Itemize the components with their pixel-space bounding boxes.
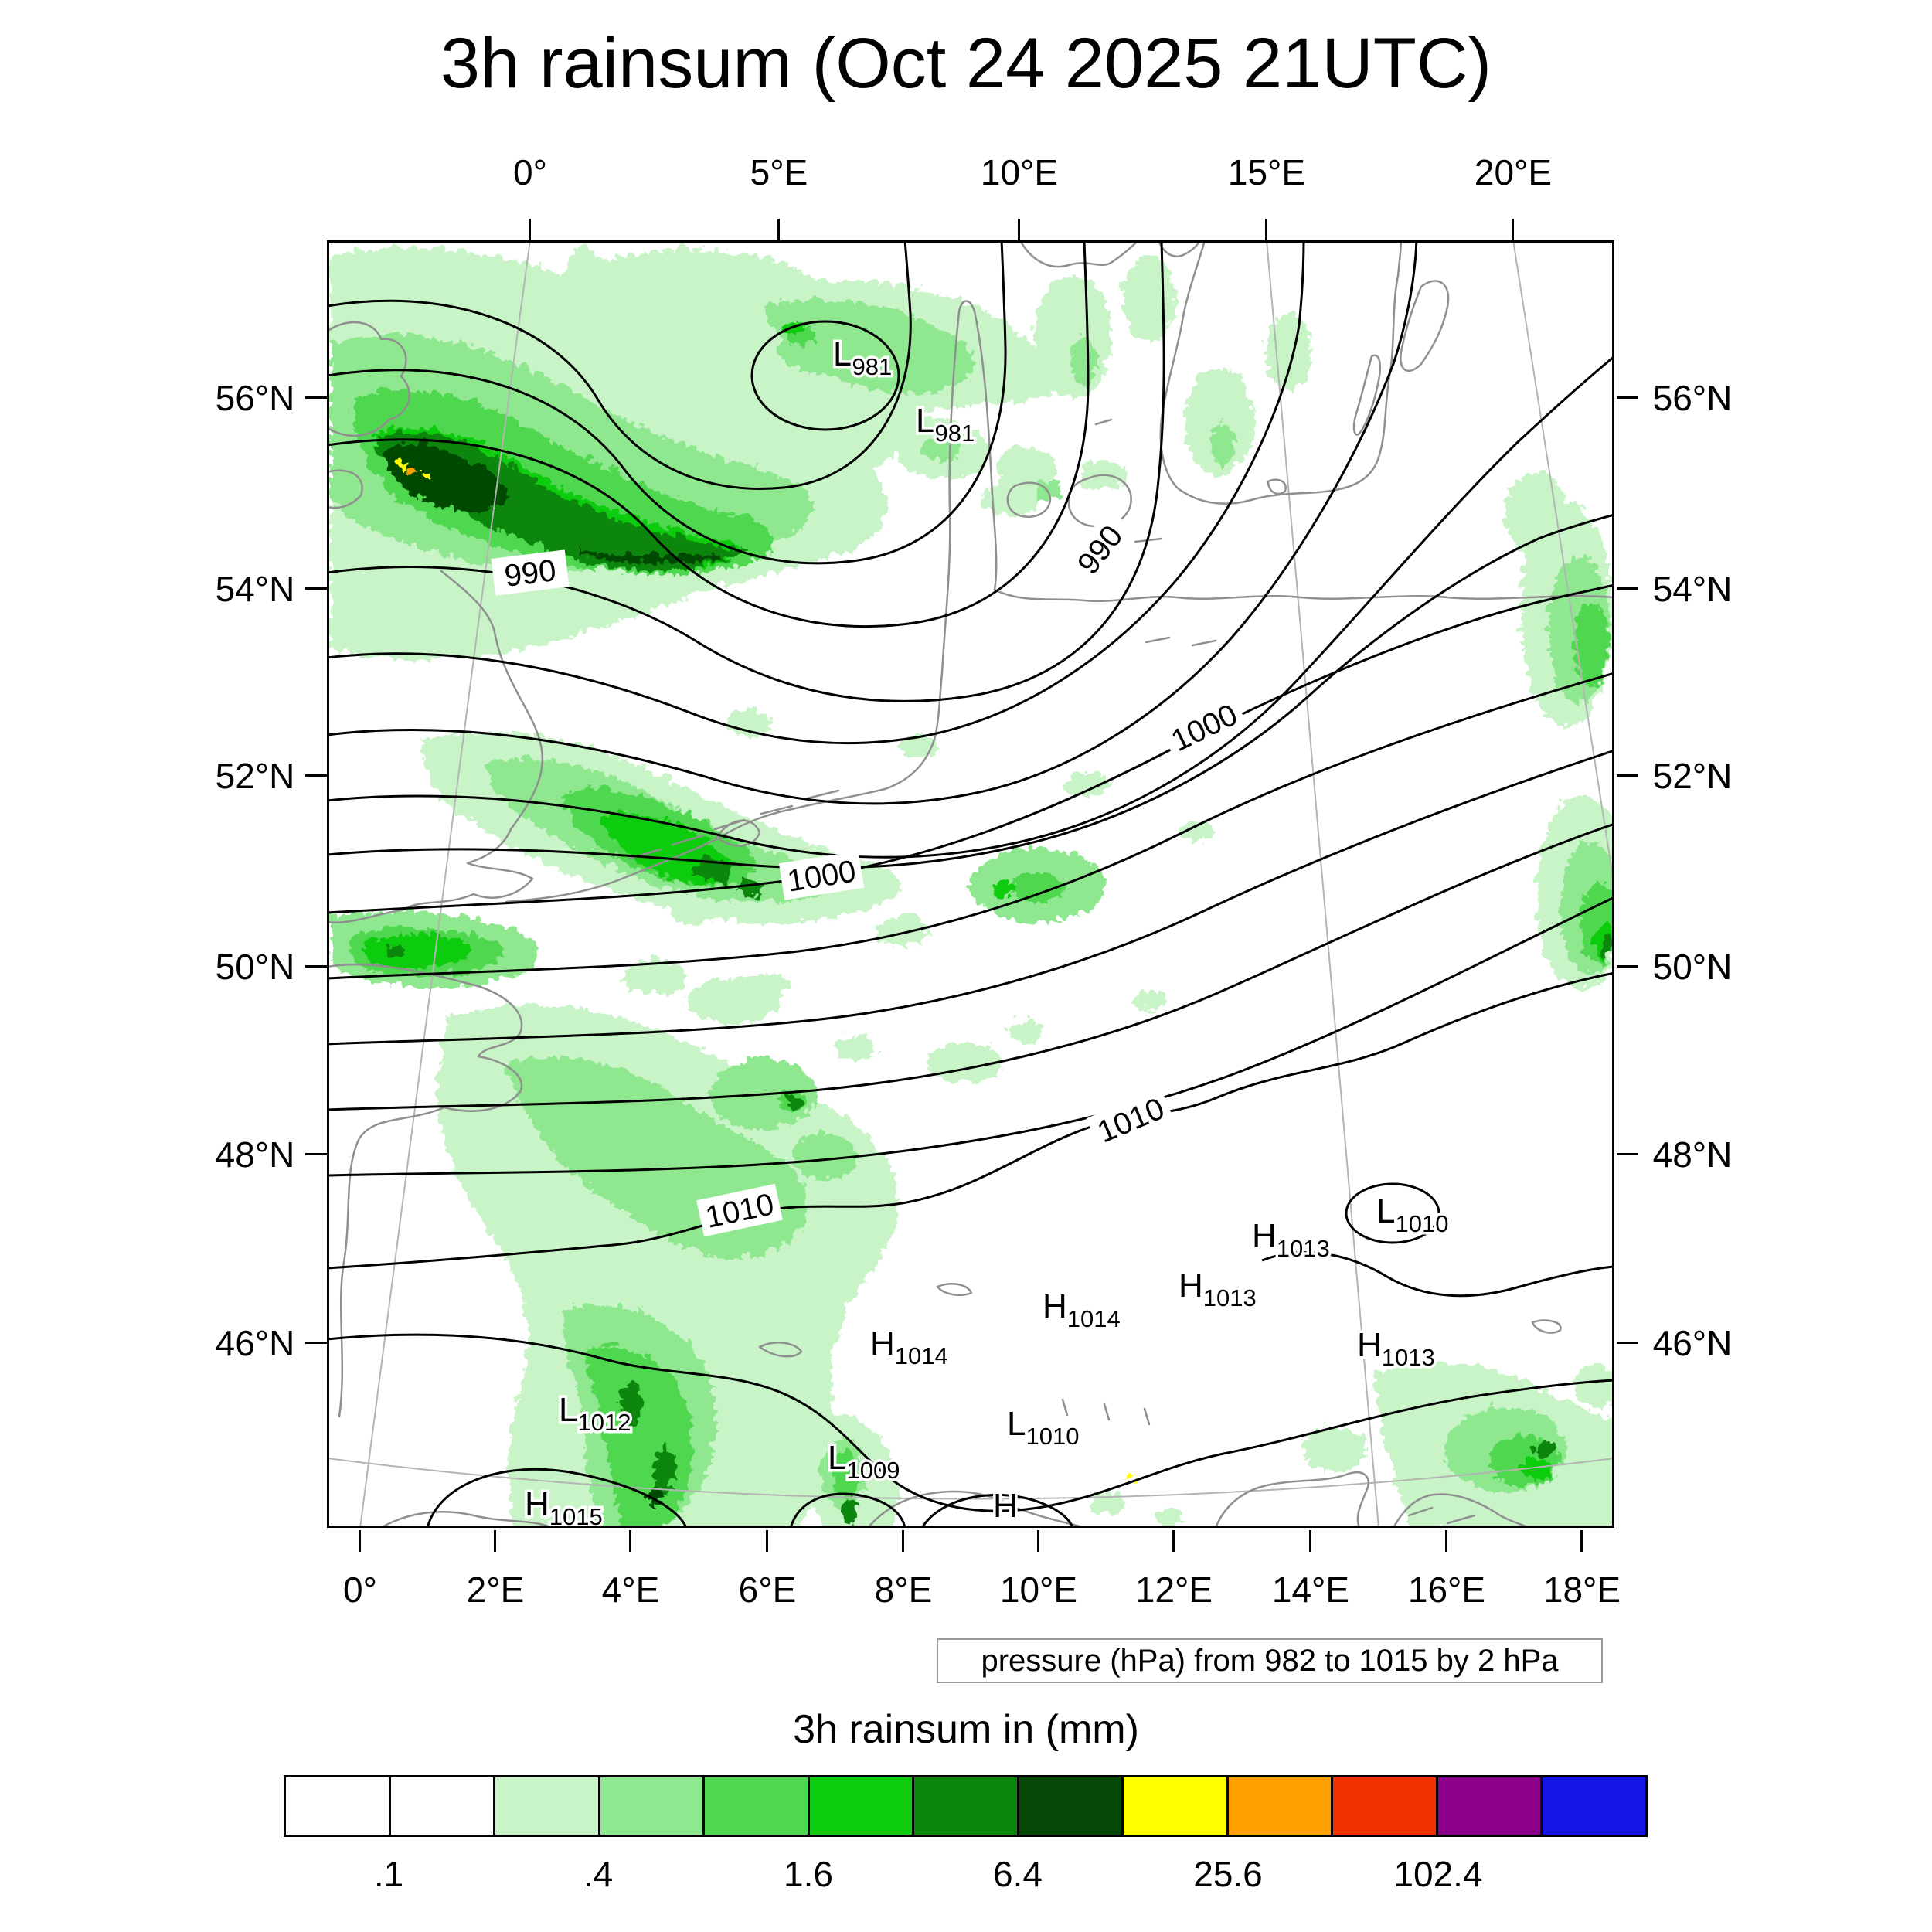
axis-tick: [902, 1530, 904, 1552]
pressure-center: H1013: [1252, 1217, 1330, 1262]
axis-tick: [1018, 219, 1020, 240]
pressure-center: H1014: [870, 1325, 948, 1369]
axis-tick: [529, 219, 531, 240]
pressure-center: L1009: [828, 1439, 900, 1484]
axis-tick-label: 12°E: [1134, 1570, 1213, 1610]
axis-tick-label: 0°: [343, 1570, 377, 1610]
axis-tick-label: 56°N: [215, 378, 295, 418]
colorbar-cell: [597, 1777, 703, 1835]
axis-tick: [305, 774, 327, 777]
axis-tick: [629, 1530, 631, 1552]
axis-tick: [1617, 1342, 1638, 1344]
pressure-center: L981: [916, 402, 975, 447]
axis-tick: [305, 1342, 327, 1344]
axis-tick-label: 10°E: [980, 152, 1059, 192]
axis-tick-label: 2°E: [466, 1570, 525, 1610]
colorbar-tick-label: .1: [373, 1854, 404, 1894]
colorbar: [284, 1775, 1648, 1837]
colorbar-cell: [1121, 1777, 1226, 1835]
coastlines-layer: [327, 240, 1614, 1528]
colorbar-tick-label: 6.4: [993, 1854, 1043, 1894]
pressure-center: L1010: [1376, 1192, 1448, 1237]
axis-tick: [1617, 774, 1638, 777]
axis-tick-label: 15°E: [1227, 152, 1306, 192]
axis-tick: [1580, 1530, 1583, 1552]
axis-tick-label: 52°N: [215, 756, 295, 796]
isobar-label: 990: [502, 553, 558, 594]
precipitation-layer: [327, 240, 1614, 1528]
colorbar-tick-label: 1.6: [784, 1854, 833, 1894]
axis-tick: [1309, 1530, 1311, 1552]
axis-tick: [1617, 1153, 1638, 1155]
pressure-center: L1010: [1007, 1405, 1079, 1450]
colorbar-tick-label: 102.4: [1393, 1854, 1483, 1894]
axis-tick-label: 50°N: [1652, 947, 1733, 987]
axis-tick-label: 20°E: [1474, 152, 1553, 192]
axis-tick: [1265, 219, 1267, 240]
weather-map: 990 990 1000 1000 1010 1010 L981 L981 L1…: [327, 240, 1614, 1528]
axis-tick: [305, 587, 327, 590]
isobars-layer: [327, 240, 1614, 1528]
colorbar-cell: [493, 1777, 598, 1835]
axis-tick: [1512, 219, 1514, 240]
axis-tick-label: 14°E: [1271, 1570, 1350, 1610]
axis-tick: [305, 965, 327, 968]
colorbar-cell: [702, 1777, 808, 1835]
axis-tick: [1617, 587, 1638, 590]
axis-tick-label: 54°N: [215, 569, 295, 609]
axis-tick-label: 0°: [513, 152, 547, 192]
axis-tick: [1037, 1530, 1039, 1552]
pressure-center: H: [993, 1487, 1018, 1525]
colorbar-tick-label: 25.6: [1193, 1854, 1263, 1894]
pressure-center: L1012: [559, 1391, 631, 1436]
axis-tick-label: 16°E: [1407, 1570, 1486, 1610]
axis-tick-label: 56°N: [1652, 378, 1733, 418]
pressure-range-note: pressure (hPa) from 982 to 1015 by 2 hPa: [937, 1638, 1603, 1683]
axis-tick-label: 5°E: [750, 152, 808, 192]
axis-tick: [777, 219, 780, 240]
colorbar-cell: [807, 1777, 913, 1835]
colorbar-tick-label: .4: [583, 1854, 614, 1894]
axis-tick: [1617, 965, 1638, 968]
axis-tick-label: 48°N: [215, 1134, 295, 1175]
axis-tick-label: 18°E: [1543, 1570, 1621, 1610]
axis-tick: [494, 1530, 496, 1552]
colorbar-cell: [286, 1777, 389, 1835]
axis-tick: [766, 1530, 768, 1552]
pressure-centers-layer: L981 L981 L1012 L1009 L1010 H1014 H1014 …: [522, 333, 1451, 1529]
axis-tick-label: 46°N: [1652, 1323, 1733, 1363]
axis-tick: [305, 1153, 327, 1155]
colorbar-cell: [1331, 1777, 1436, 1835]
pressure-center: L981: [833, 335, 892, 380]
colorbar-cell: [912, 1777, 1017, 1835]
axis-tick-label: 6°E: [738, 1570, 797, 1610]
colorbar-cell: [388, 1777, 494, 1835]
axis-tick-label: 54°N: [1652, 569, 1733, 609]
axis-tick: [1172, 1530, 1175, 1552]
axis-tick-label: 10°E: [999, 1570, 1078, 1610]
pressure-center: H1014: [1043, 1287, 1121, 1332]
colorbar-title: 3h rainsum in (mm): [793, 1707, 1139, 1752]
colorbar-cell: [1226, 1777, 1332, 1835]
axis-tick-label: 46°N: [215, 1323, 295, 1363]
colorbar-cell: [1435, 1777, 1541, 1835]
pressure-center: H1013: [1179, 1267, 1257, 1311]
axis-tick: [359, 1530, 361, 1552]
axis-tick-label: 50°N: [215, 947, 295, 987]
pressure-center: H1015: [525, 1485, 603, 1528]
axis-tick-label: 8°E: [874, 1570, 933, 1610]
axis-tick-label: 48°N: [1652, 1134, 1733, 1175]
axis-tick: [305, 396, 327, 399]
page-title: 3h rainsum (Oct 24 2025 21UTC): [440, 24, 1492, 103]
pressure-center: H1013: [1357, 1326, 1435, 1371]
axis-tick-label: 52°N: [1652, 756, 1733, 796]
colorbar-cell: [1540, 1777, 1645, 1835]
colorbar-cell: [1016, 1777, 1122, 1835]
axis-tick: [1617, 396, 1638, 399]
axis-tick-label: 4°E: [601, 1570, 660, 1610]
axis-tick: [1445, 1530, 1447, 1552]
